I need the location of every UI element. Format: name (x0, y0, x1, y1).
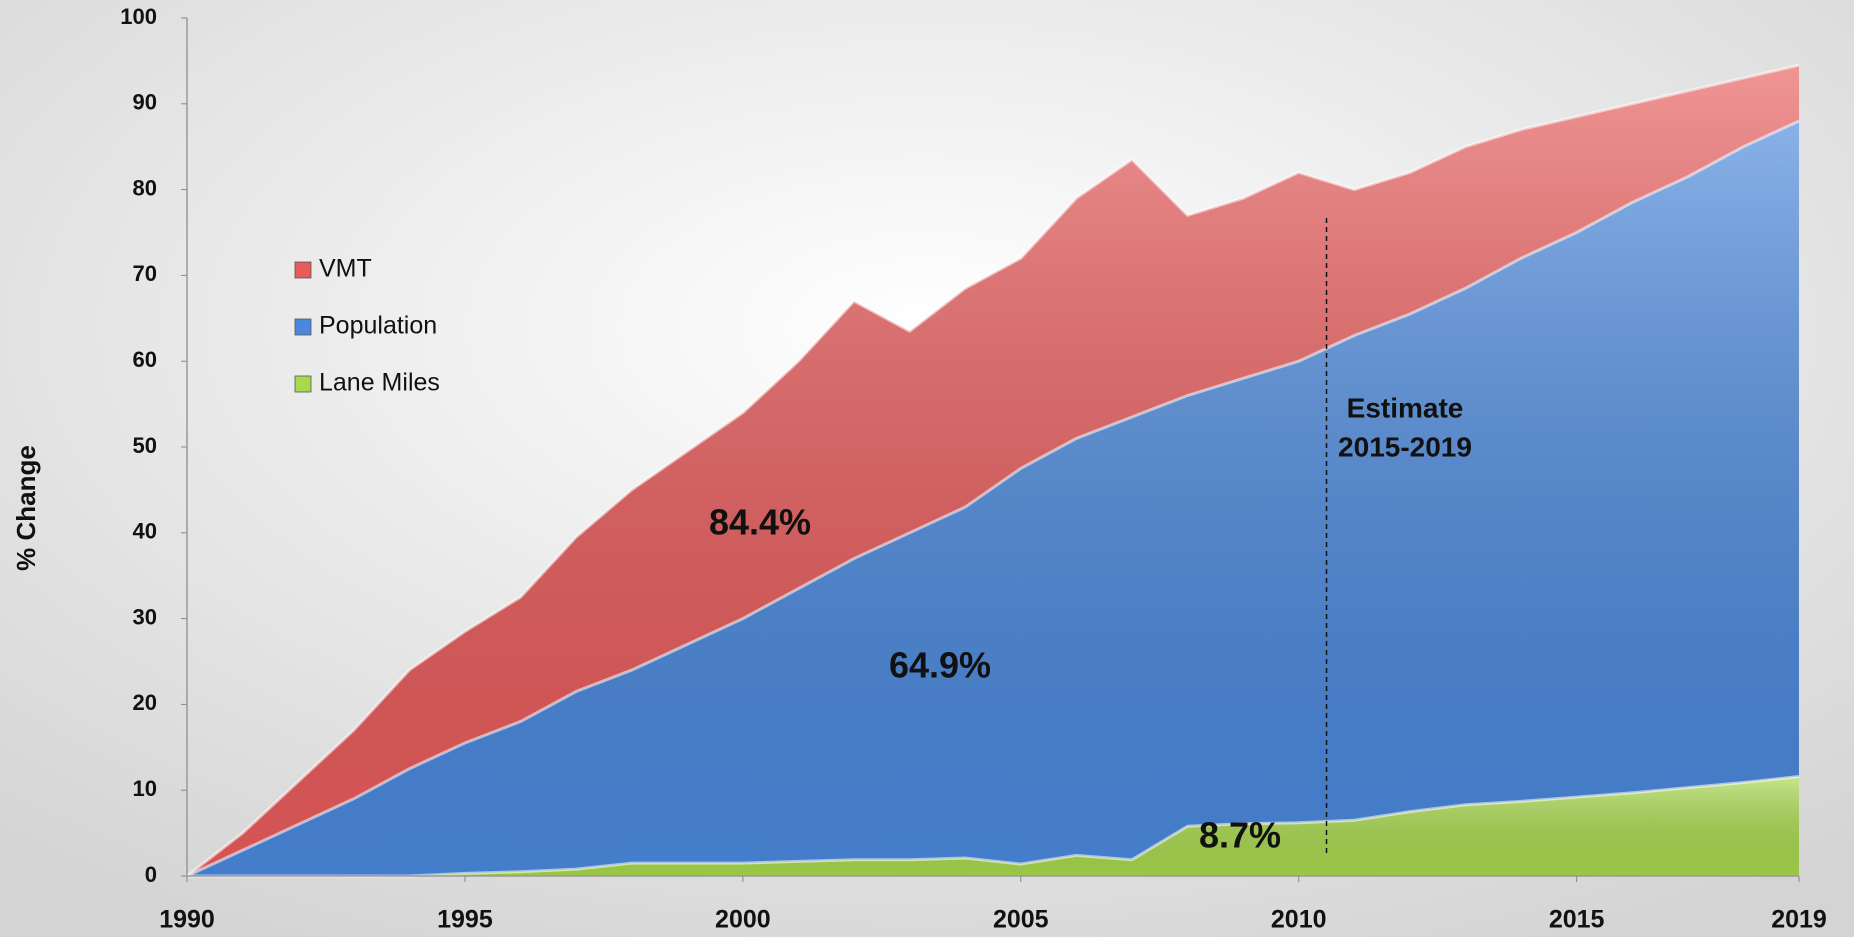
y-tick-label: 70 (133, 261, 157, 286)
x-tick-label: 1995 (437, 906, 493, 934)
legend-label: Population (319, 312, 437, 340)
annotation: 2015-2019 (1338, 431, 1472, 462)
y-axis-label: % Change (11, 445, 41, 571)
x-tick-label: 2015 (1549, 906, 1605, 934)
legend-label: VMT (319, 255, 372, 283)
y-tick-label: 50 (133, 433, 157, 458)
area-edge (186, 119, 1800, 878)
area-sheen (187, 776, 1799, 876)
y-tick-label: 0 (145, 862, 157, 887)
y-tick-label: 80 (133, 175, 157, 200)
area-edge (187, 774, 1800, 878)
annotation: 84.4% (709, 502, 811, 543)
y-tick-label: 90 (133, 90, 157, 115)
x-tick-label: 2019 (1771, 906, 1827, 934)
y-tick-label: 30 (133, 604, 157, 629)
legend-swatch (294, 261, 312, 279)
x-tick-label: 2010 (1271, 906, 1327, 934)
legend-swatch (294, 375, 312, 393)
y-tick-label: 10 (133, 776, 157, 801)
legend-swatch (294, 318, 312, 336)
legend-label: Lane Miles (319, 369, 440, 397)
y-tick-label: 20 (133, 690, 157, 715)
y-tick-label: 100 (120, 4, 157, 29)
annotation: Estimate (1347, 392, 1464, 423)
annotation: 64.9% (889, 645, 991, 686)
annotation: 8.7% (1199, 815, 1281, 856)
area-edge (186, 63, 1800, 878)
y-tick-label: 60 (133, 347, 157, 372)
x-tick-label: 1990 (159, 906, 215, 934)
y-tick-label: 40 (133, 519, 157, 544)
x-tick-label: 2005 (993, 906, 1049, 934)
x-tick-label: 2000 (715, 906, 771, 934)
